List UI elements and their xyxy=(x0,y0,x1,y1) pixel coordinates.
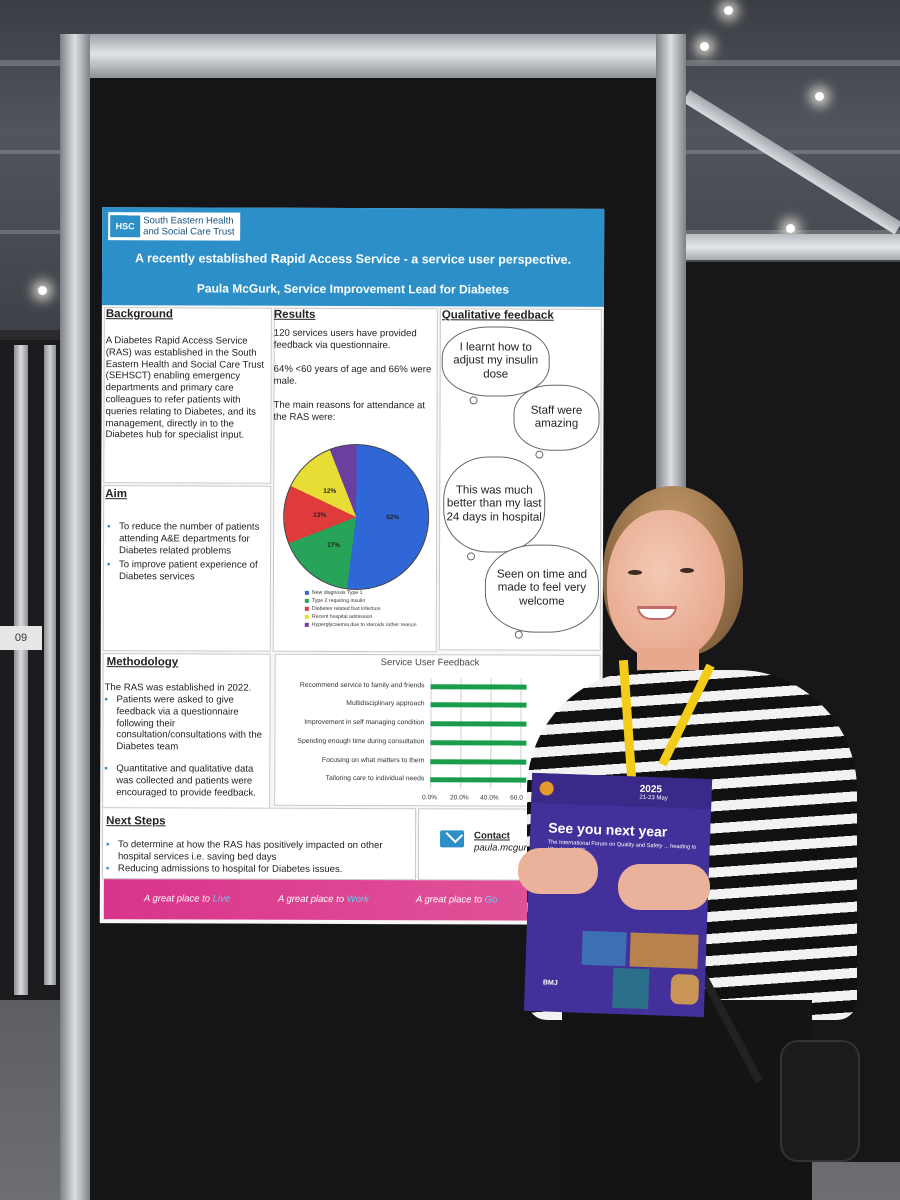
booth-frame xyxy=(44,345,56,985)
booklet-dates: 21-23 May xyxy=(639,794,668,802)
feedback-category: Tailoring care to individual needs xyxy=(325,774,425,783)
qualitative-heading: Qualitative feedback xyxy=(441,309,554,322)
booklet-year: 2025 xyxy=(639,783,663,796)
quote-bubble: I learnt how to adjust my insulin dose xyxy=(441,326,550,397)
quote-bubble-tail xyxy=(469,396,478,405)
pie-legend-item: New diagnosis Type 1 xyxy=(304,590,363,596)
next-steps-heading: Next Steps xyxy=(106,815,166,828)
quote-bubble-tail xyxy=(467,552,476,561)
results-text: 64% <60 years of age and 66% were male. xyxy=(273,363,432,387)
poster-author: Paula McGurk, Service Improvement Lead f… xyxy=(196,281,510,297)
ceiling-light xyxy=(724,6,733,15)
trust-name: South Eastern Health and Social Care Tru… xyxy=(143,215,235,238)
booth-number: 09 xyxy=(0,626,42,650)
pie-legend-item: Diabetes related foot infection xyxy=(304,606,381,612)
pie-slice-label: 17% xyxy=(327,541,341,549)
chart-tick-label: 40.0% xyxy=(480,794,499,802)
face xyxy=(607,510,725,660)
background-heading: Background xyxy=(105,308,173,321)
booth-frame xyxy=(14,345,28,995)
trust-logo: HSC South Eastern Health and Social Care… xyxy=(108,212,241,241)
feedback-category: Recommend service to family and friends xyxy=(299,681,425,690)
chart-tick-label: 0.0% xyxy=(422,794,438,802)
pie-slice-label: 13% xyxy=(313,511,327,519)
methodology-heading: Methodology xyxy=(106,656,179,669)
trousers xyxy=(562,1000,812,1200)
booth-frame xyxy=(684,234,900,260)
eye xyxy=(628,570,642,575)
results-heading: Results xyxy=(273,308,316,321)
results-text: 120 services users have provided feedbac… xyxy=(273,327,417,351)
board-frame-top xyxy=(62,34,686,78)
hsc-logo-mark: HSC xyxy=(110,215,141,238)
pie-legend-item: Type 2 requiring insulin xyxy=(304,598,365,604)
board-frame-left xyxy=(60,34,90,1200)
aim-bullet: To improve patient experience of Diabete… xyxy=(107,559,267,583)
photo-tile xyxy=(670,973,700,1005)
booklet-headline: See you next year xyxy=(548,819,668,840)
feedback-category: Multidisciplinary approach xyxy=(346,699,425,708)
pie-slice-label: 12% xyxy=(323,487,337,495)
left-hand xyxy=(518,848,598,894)
feedback-category: Focusing on what matters to them xyxy=(321,756,425,765)
footer-slogan: A great place to Go xyxy=(415,894,498,906)
poster-title: A recently established Rapid Access Serv… xyxy=(134,251,572,267)
feedback-chart-title: Service User Feedback xyxy=(380,657,480,669)
mail-icon xyxy=(440,830,465,848)
quote-bubble: Staff were amazing xyxy=(513,384,600,451)
aim-heading: Aim xyxy=(105,488,128,501)
next-steps-bullet: Reducing admissions to hospital for Diab… xyxy=(106,863,406,876)
footer-slogan: A great place to Live xyxy=(143,893,231,905)
methodology-intro: The RAS was established in 2022. xyxy=(104,682,252,694)
pie-legend-item: Recent hospital admission xyxy=(304,614,372,620)
ceiling-light xyxy=(786,224,795,233)
footer-slogan: A great place to Work xyxy=(277,893,369,906)
methodology-bullet: Quantitative and qualitative data was co… xyxy=(104,763,268,799)
ceiling-light xyxy=(38,286,47,295)
attendance-pie-chart xyxy=(282,443,430,591)
photo-tile xyxy=(612,967,650,1010)
poster-header: HSC South Eastern Health and Social Care… xyxy=(101,207,605,307)
right-hand xyxy=(618,864,710,910)
photo-tile xyxy=(581,930,627,967)
next-steps-bullet: To determine at how the RAS has positive… xyxy=(106,839,406,864)
chart-tick-label: 20.0% xyxy=(450,794,469,802)
booklet-header xyxy=(531,772,713,810)
aim-bullet: To reduce the number of patients attendi… xyxy=(107,521,267,557)
eye xyxy=(680,568,694,573)
quote-bubble-tail xyxy=(535,450,544,459)
pie-legend-item: Hyperglycaemia due to steroids /other re… xyxy=(304,622,416,628)
contact-label: Contact xyxy=(474,830,510,842)
pie-slice-label: 52% xyxy=(386,514,400,522)
results-text: The main reasons for attendance at the R… xyxy=(273,399,426,423)
ceiling-light xyxy=(815,92,824,101)
bmj-logo: BMJ xyxy=(542,979,558,987)
ceiling-light xyxy=(700,42,709,51)
handbag xyxy=(780,1040,860,1162)
feedback-category: Improvement in self managing condition xyxy=(304,718,425,727)
feedback-category: Spending enough time during consultation xyxy=(297,737,425,746)
methodology-bullet: Patients were asked to give feedback via… xyxy=(104,694,268,754)
photo-tile xyxy=(629,932,699,969)
background-text: A Diabetes Rapid Access Service (RAS) wa… xyxy=(105,335,265,441)
